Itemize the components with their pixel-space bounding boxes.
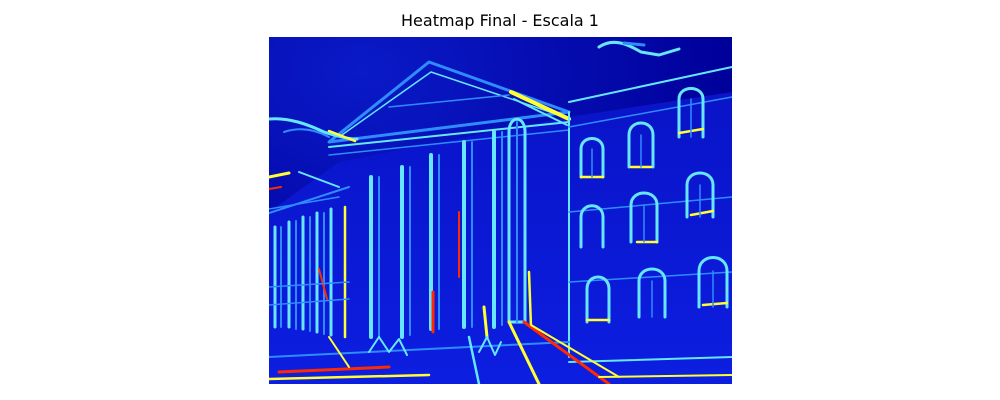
heatmap-image [269,37,732,384]
building-heatmap [269,40,732,384]
figure-title: Heatmap Final - Escala 1 [401,11,599,30]
